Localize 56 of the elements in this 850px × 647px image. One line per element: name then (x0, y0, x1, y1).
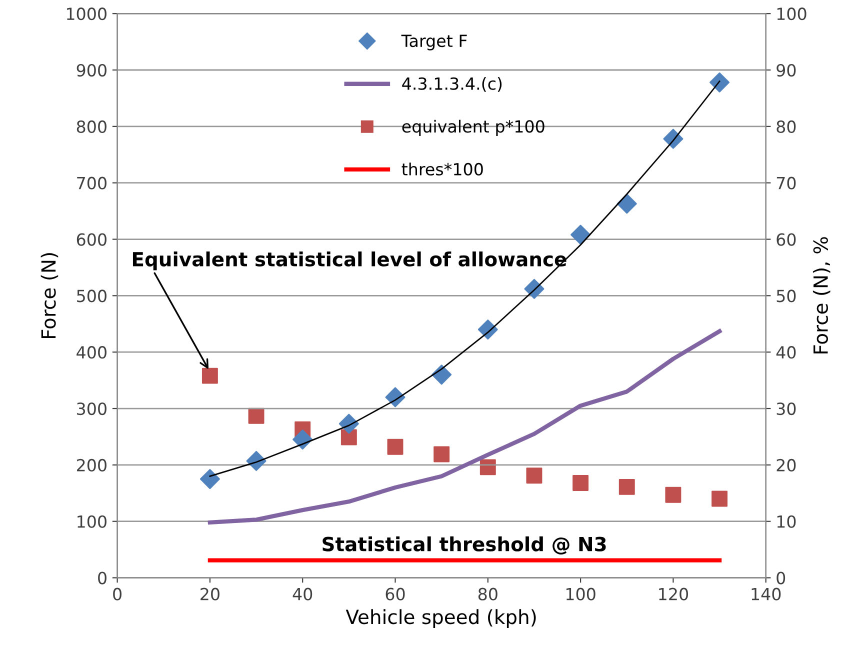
x-tick-label: 140 (752, 588, 781, 600)
point (340, 429, 357, 446)
point (616, 194, 637, 214)
y2-axis-title: Force (N), % (812, 237, 830, 354)
point (387, 438, 404, 455)
legend-label: Target F (401, 34, 467, 50)
x-axis-title: Vehicle speed (kph) (346, 609, 536, 628)
point (570, 224, 591, 245)
legend-label: thres*100 (402, 162, 483, 176)
y2-tick-label: 20 (776, 458, 796, 472)
y2-tick-label: 30 (776, 402, 796, 416)
x-tick-label: 100 (566, 588, 596, 600)
x-tick-label: 60 (386, 588, 405, 600)
y-tick-label: 600 (76, 233, 106, 246)
point (712, 490, 728, 507)
point (248, 408, 264, 424)
y2-tick-label: 60 (776, 233, 796, 246)
point (618, 478, 635, 495)
x-tick-label: 20 (200, 588, 220, 600)
y-tick-label: 900 (76, 64, 106, 77)
y2-tick-label: 80 (776, 120, 796, 133)
x-tick-label: 40 (292, 588, 312, 600)
y-tick-label: 800 (76, 120, 106, 133)
line-series (208, 329, 722, 525)
point (526, 468, 542, 484)
y-tick-label: 300 (77, 402, 106, 416)
y2-tick-label: 40 (776, 346, 796, 359)
y-tick-label: 0 (98, 572, 106, 584)
y-tick-label: 500 (77, 290, 106, 302)
y2-tick-label: 0 (776, 572, 786, 584)
x-tick-label: 120 (659, 588, 688, 600)
annotation: Statistical threshold @ N3 (322, 536, 606, 555)
point (200, 469, 220, 490)
y-tick-label: 100 (78, 515, 106, 528)
y-axis-title: Force (N) (40, 253, 58, 338)
y2-tick-label: 10 (777, 515, 796, 528)
x-tick-label: 0 (113, 588, 122, 600)
y-tick-label: 400 (76, 346, 106, 359)
y2-tick-label: 70 (776, 176, 796, 190)
point (434, 446, 450, 462)
y-tick-label: 200 (76, 458, 106, 472)
x-tick-label: 80 (478, 588, 498, 600)
annotation: Equivalent statistical level of allowance (132, 251, 566, 270)
legend-label: 4.3.1.3.4.(c) (402, 77, 502, 92)
y2-tick-label: 90 (776, 64, 796, 77)
point (572, 475, 589, 491)
point (710, 72, 730, 92)
legend-label: equivalent p*100 (402, 120, 544, 136)
y-tick-label: 1000 (66, 8, 106, 20)
point (202, 368, 218, 384)
y2-tick-label: 100 (777, 8, 806, 20)
y-tick-label: 700 (77, 176, 106, 190)
point (480, 459, 496, 476)
y2-tick-label: 50 (776, 290, 796, 302)
point (665, 486, 682, 503)
point (292, 430, 313, 450)
